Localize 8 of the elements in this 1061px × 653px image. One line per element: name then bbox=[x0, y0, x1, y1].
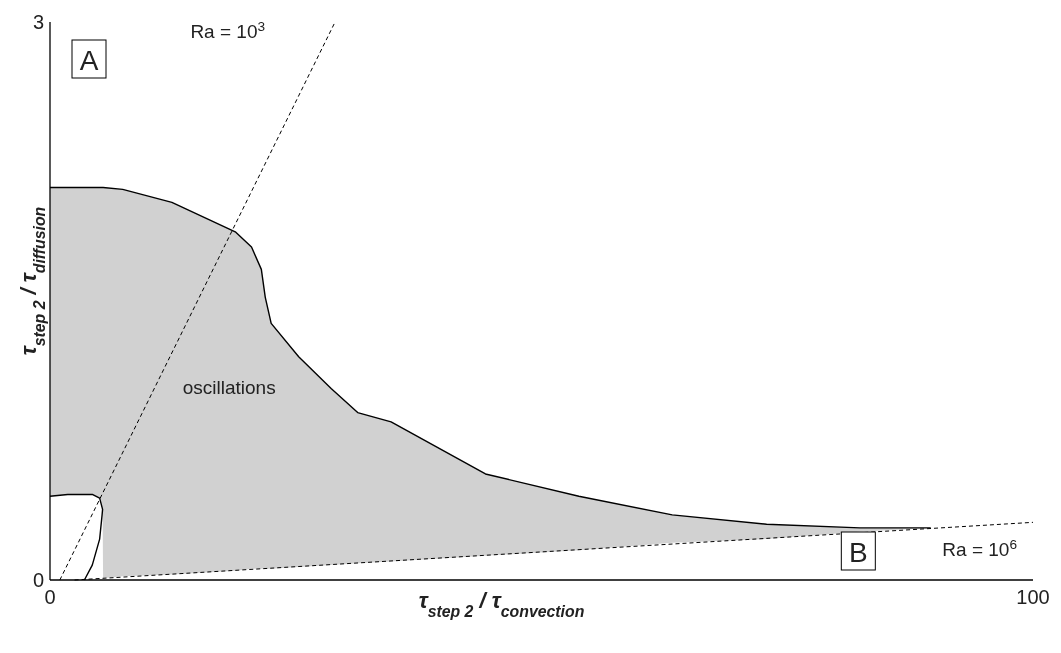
annotation: B bbox=[848, 537, 868, 568]
x-tick-label: 100 bbox=[1016, 586, 1050, 608]
y-tick-label: 3 bbox=[32, 11, 44, 33]
annotation: A bbox=[79, 45, 99, 76]
x-axis-title: τ$_{step 2}$ / τ$_{convection}$ bbox=[418, 588, 585, 620]
text: Ra = 10$^{3}$ bbox=[190, 18, 266, 42]
annotation: oscillations bbox=[182, 377, 276, 398]
series-label: Ra = 10$^{6}$ bbox=[942, 536, 1017, 561]
